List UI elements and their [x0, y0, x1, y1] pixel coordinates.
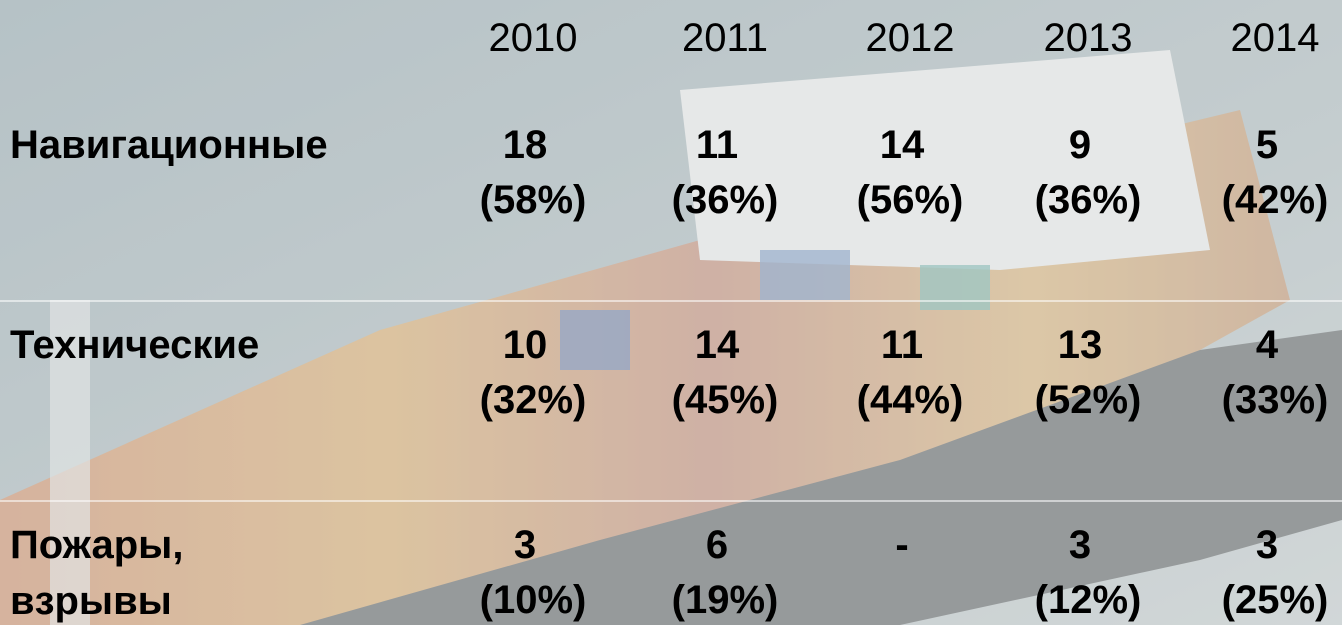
row-label: Технические — [10, 317, 259, 373]
cell-count: 9 — [1069, 125, 1091, 165]
cell-count: 5 — [1256, 125, 1278, 165]
cell-count: 3 — [1256, 525, 1278, 565]
column-header: 2014 — [1231, 18, 1320, 58]
cell-share: (33%) — [1222, 380, 1329, 420]
cell-count: 14 — [695, 325, 740, 365]
cell-count: 10 — [503, 325, 548, 365]
row-separator — [0, 300, 1342, 302]
cell-share: (32%) — [480, 380, 587, 420]
row-separator — [0, 500, 1342, 502]
slide: 2010 2011 2012 2013 2014 Навигационные 18 (58%)… — [0, 0, 1342, 625]
column-header: 2012 — [866, 18, 955, 58]
cell-count: - — [895, 525, 908, 565]
cell-share: (19%) — [672, 580, 779, 620]
cell-share: (25%) — [1222, 580, 1329, 620]
table: 2010 2011 2012 2013 2014 Навигационные 18 (58%)… — [0, 0, 1342, 625]
cell-count: 18 — [503, 125, 548, 165]
cell-count: 3 — [1069, 525, 1091, 565]
cell-share: (10%) — [480, 580, 587, 620]
column-header: 2013 — [1044, 18, 1133, 58]
cell-share: (36%) — [1035, 180, 1142, 220]
cell-count: 11 — [696, 125, 738, 165]
row-label: Пожары, взрывы — [10, 517, 183, 629]
cell-share: (12%) — [1035, 580, 1142, 620]
cell-share: (36%) — [672, 180, 779, 220]
column-header: 2011 — [682, 18, 768, 58]
cell-count: 3 — [514, 525, 536, 565]
cell-count: 4 — [1256, 325, 1278, 365]
cell-share: (42%) — [1222, 180, 1329, 220]
cell-count: 6 — [706, 525, 728, 565]
cell-count: 13 — [1058, 325, 1103, 365]
column-header: 2010 — [489, 18, 578, 58]
cell-share: (52%) — [1035, 380, 1142, 420]
cell-count: 14 — [880, 125, 925, 165]
cell-share: (58%) — [480, 180, 587, 220]
row-label: Навигационные — [10, 117, 328, 173]
cell-share: (45%) — [672, 380, 779, 420]
cell-share: (56%) — [857, 180, 964, 220]
cell-share: (44%) — [857, 380, 964, 420]
cell-count: 11 — [881, 325, 923, 365]
